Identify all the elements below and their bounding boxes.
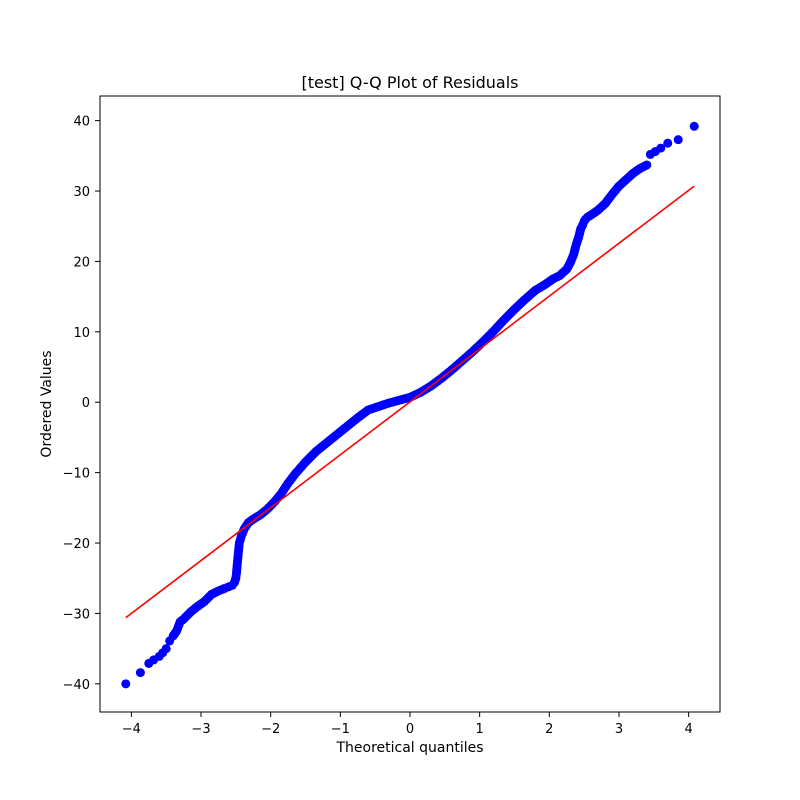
x-tick-label: 2 <box>545 722 553 737</box>
qq-point <box>642 160 652 170</box>
qq-point <box>121 679 131 689</box>
y-tick-label: 10 <box>73 326 90 341</box>
qq-point <box>135 668 145 678</box>
y-tick-label: 0 <box>82 396 90 411</box>
qq-point <box>161 644 171 654</box>
y-tick-label: −10 <box>63 467 90 482</box>
y-axis-label: Ordered Values <box>39 350 55 457</box>
qq-point <box>656 143 666 153</box>
x-tick-label: −3 <box>191 722 210 737</box>
y-tick-label: 40 <box>73 115 90 130</box>
qq-point <box>663 138 673 148</box>
y-tick-label: −20 <box>63 537 90 552</box>
y-tick-label: −30 <box>63 607 90 622</box>
plot-area <box>121 121 699 689</box>
y-tick-label: 30 <box>73 185 90 200</box>
x-tick-label: 1 <box>476 722 484 737</box>
x-axis-label: Theoretical quantiles <box>335 740 483 756</box>
y-tick-label: 20 <box>73 255 90 270</box>
qq-point <box>689 121 699 131</box>
x-tick-label: −4 <box>122 722 141 737</box>
x-tick-label: −1 <box>331 722 350 737</box>
chart-title: [test] Q-Q Plot of Residuals <box>301 73 518 92</box>
x-axis-ticks: −4 −3 −2 −1 0 1 2 3 4 <box>122 712 693 737</box>
x-tick-label: 4 <box>685 722 693 737</box>
x-tick-label: 3 <box>615 722 623 737</box>
x-tick-label: 0 <box>406 722 414 737</box>
x-tick-label: −2 <box>261 722 280 737</box>
y-tick-label: −40 <box>63 678 90 693</box>
plot-frame <box>99 95 721 713</box>
fit-line <box>125 185 695 619</box>
y-axis-ticks: −40 −30 −20 −10 0 10 20 30 40 <box>63 115 100 693</box>
qq-point <box>673 135 683 145</box>
